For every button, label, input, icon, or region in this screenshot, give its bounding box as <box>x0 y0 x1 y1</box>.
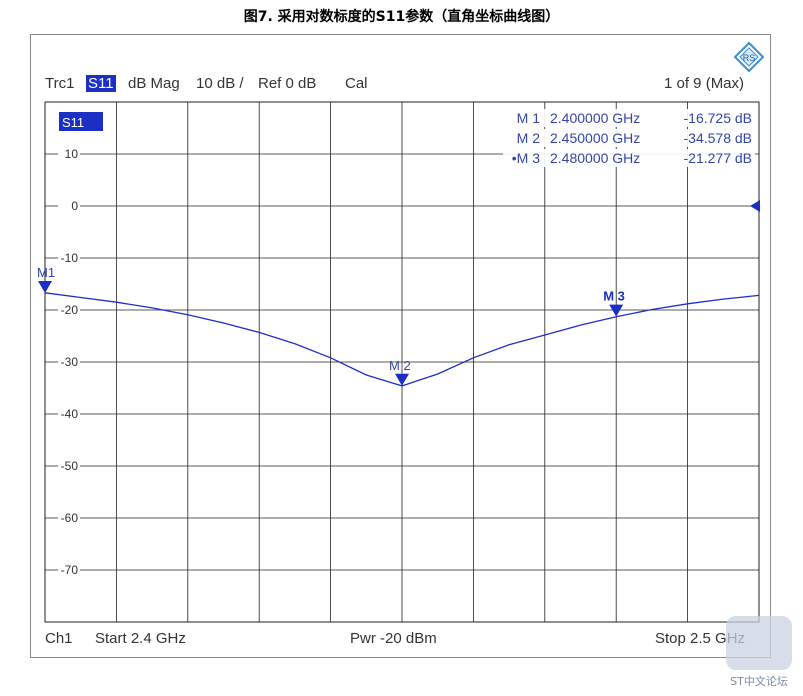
y-tick-label-bg <box>58 511 80 525</box>
y-tick-label: 0 <box>71 199 78 213</box>
y-tick-label-bg <box>58 251 80 265</box>
svg-text:RS: RS <box>743 53 756 63</box>
y-tick-label-bg <box>58 459 80 473</box>
marker-label: M 2 <box>389 358 411 373</box>
y-tick-label: -30 <box>61 355 79 369</box>
marker-table: M 1 2.400000 GHz -16.725 dB M 2 2.450000 GHz… <box>503 109 755 167</box>
y-tick-label-bg <box>58 147 80 161</box>
marker-table-row-bg <box>503 109 755 127</box>
rs-logo-icon: RS <box>733 41 765 73</box>
y-tick-label-bg <box>58 407 80 421</box>
marker-table-frequency: 2.450000 GHz <box>550 130 640 146</box>
y-tick-label: -40 <box>61 407 79 421</box>
format-label[interactable]: dB Mag <box>128 75 180 92</box>
watermark: ST中文论坛 <box>722 612 796 690</box>
grid <box>44 101 760 623</box>
y-tick-label: -60 <box>61 511 79 525</box>
page-indicator: 1 of 9 (Max) <box>664 75 745 92</box>
marker-table-frequency: 2.400000 GHz <box>550 110 640 126</box>
marker-table-row-bg <box>503 129 755 147</box>
ref-label[interactable]: Ref 0 dB <box>258 75 317 92</box>
marker-table-frequency: 2.480000 GHz <box>550 150 640 166</box>
trace-tag-box <box>59 112 103 131</box>
y-tick-label: -20 <box>61 303 79 317</box>
marker-table-name: M 1 <box>517 110 541 126</box>
marker-table-name: •M 3 <box>512 150 540 166</box>
start-frequency[interactable]: Start 2.4 GHz <box>95 630 186 647</box>
s11-trace-line <box>44 292 760 387</box>
y-tick-label: -70 <box>61 563 79 577</box>
marker-table-name: M 2 <box>517 130 541 146</box>
y-tick-label-bg <box>58 563 80 577</box>
marker-triangle-icon <box>395 373 409 386</box>
y-tick-label: 10 <box>65 147 79 161</box>
param-highlight: S11 <box>86 75 116 92</box>
channel-label: Ch1 <box>45 630 73 647</box>
power-level[interactable]: Pwr -20 dBm <box>350 630 437 647</box>
trace-label: Trc1 <box>45 75 75 92</box>
markers: M1 M 2 M 3 <box>37 265 625 386</box>
marker-table-value: -34.578 dB <box>684 130 753 146</box>
cal-label: Cal <box>345 75 368 92</box>
y-tick-label-bg <box>58 199 80 213</box>
y-tick-label-bg <box>58 355 80 369</box>
marker-table-value: -16.725 dB <box>684 110 753 126</box>
trace-tag: S11 <box>62 115 84 130</box>
param-label[interactable]: S11 <box>86 75 116 92</box>
marker-table-value: -21.277 dB <box>684 150 753 166</box>
watermark-badge-icon <box>726 616 792 670</box>
marker-triangle-icon <box>609 304 624 317</box>
y-tick-label-bg <box>58 303 80 317</box>
scale-label[interactable]: 10 dB / <box>196 75 244 92</box>
y-tick-label: -50 <box>61 459 79 473</box>
stop-frequency[interactable]: Stop 2.5 GHz <box>655 630 746 647</box>
marker-label: M 3 <box>603 289 625 304</box>
watermark-text: ST中文论坛 <box>730 674 788 688</box>
figure-title: 图7. 采用对数标度的S11参数（直角坐标曲线图） <box>243 9 560 25</box>
y-tick-label: -10 <box>61 251 79 265</box>
marker-label: M1 <box>37 265 55 280</box>
marker-table-row-bg <box>503 149 755 167</box>
y-tick-labels: 10 0 -10 -20 -30 -40 -50 -60 -70 <box>58 147 80 577</box>
marker-triangle-icon <box>38 280 52 293</box>
reference-level-arrow <box>750 200 760 212</box>
